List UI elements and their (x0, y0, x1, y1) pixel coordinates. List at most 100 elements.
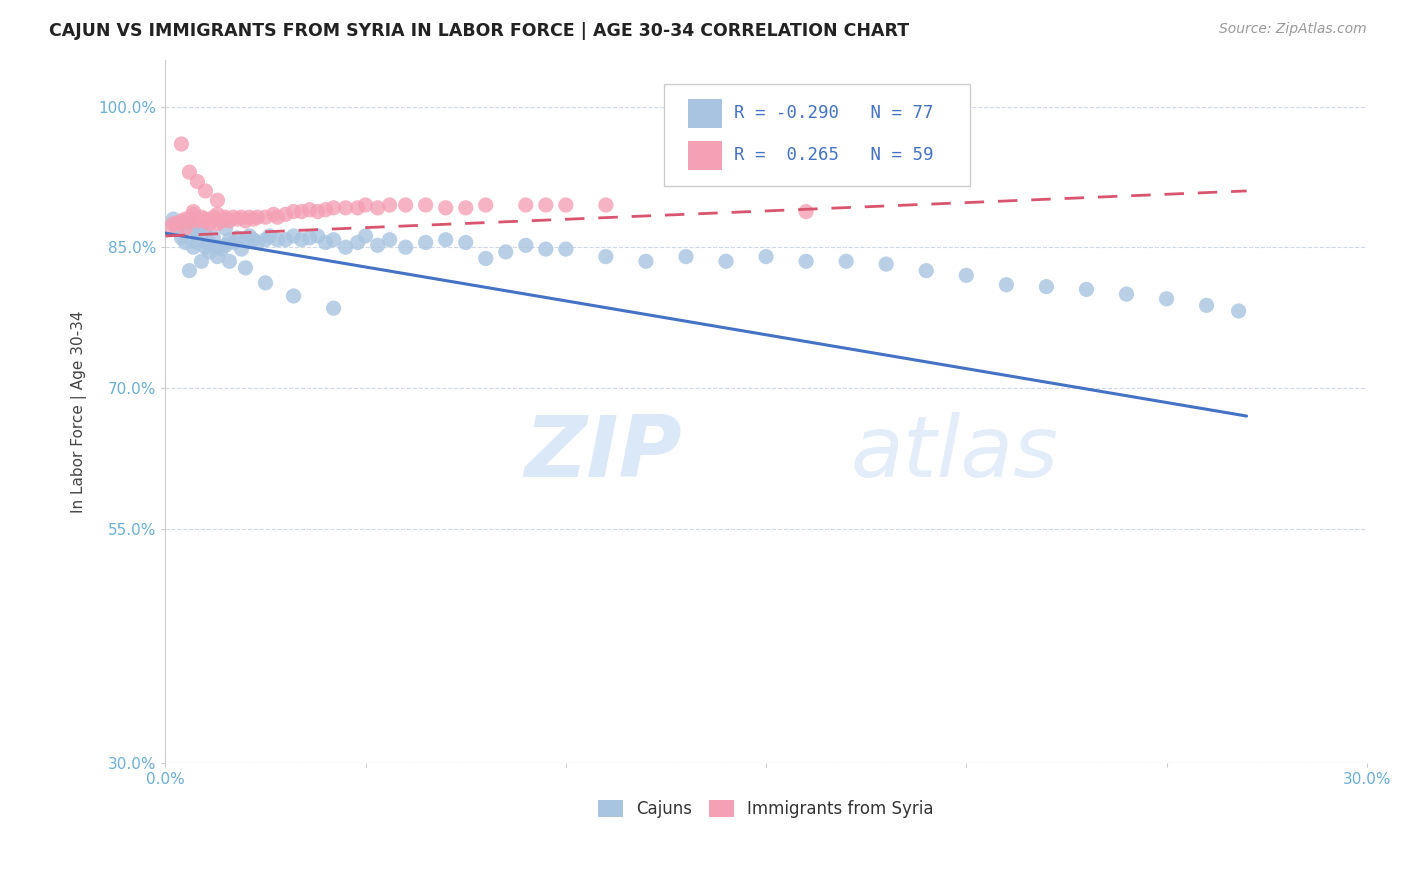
Point (235, 233, 257, 247)
Point (238, 210, 260, 224)
Text: ZIP: ZIP (524, 412, 682, 495)
Point (174, 217, 197, 231)
Legend: Cajuns, Immigrants from Syria: Cajuns, Immigrants from Syria (592, 794, 941, 825)
Point (454, 201, 477, 215)
Point (367, 201, 389, 215)
Point (298, 231, 321, 245)
Point (554, 198, 576, 212)
Point (1115, 287, 1137, 301)
Point (186, 235, 208, 250)
Point (170, 214, 193, 228)
Point (474, 198, 496, 212)
Point (207, 207, 229, 221)
Point (242, 212, 264, 227)
Point (378, 198, 401, 212)
Point (186, 212, 208, 227)
Point (186, 214, 208, 228)
Point (454, 235, 477, 250)
Point (190, 210, 212, 224)
Point (1035, 279, 1057, 293)
Point (794, 254, 817, 268)
Point (307, 204, 329, 219)
Point (183, 207, 205, 221)
Point (322, 233, 344, 247)
Point (254, 276, 277, 290)
Point (274, 233, 297, 247)
Point (515, 198, 537, 212)
Point (714, 254, 737, 268)
Point (346, 235, 368, 250)
Point (755, 250, 778, 264)
Point (226, 212, 249, 227)
Point (214, 221, 236, 235)
Point (298, 202, 321, 217)
Point (335, 201, 357, 215)
Point (1195, 298, 1218, 312)
Bar (688, 141, 721, 170)
Point (346, 201, 368, 215)
Point (202, 210, 225, 224)
Point (202, 231, 225, 245)
Point (875, 257, 897, 271)
Point (995, 277, 1018, 292)
Point (207, 217, 229, 231)
Point (186, 226, 208, 240)
Point (235, 260, 257, 275)
Point (290, 233, 312, 247)
Point (218, 233, 240, 247)
FancyBboxPatch shape (664, 84, 970, 186)
Point (162, 212, 184, 227)
Point (235, 214, 257, 228)
Point (170, 136, 193, 151)
Point (209, 214, 232, 228)
Point (534, 242, 557, 256)
Point (222, 210, 245, 224)
Point (190, 254, 212, 268)
Point (395, 198, 418, 212)
Point (194, 212, 217, 227)
Point (415, 198, 437, 212)
Point (246, 235, 269, 250)
Point (194, 240, 217, 254)
Point (198, 217, 221, 231)
Point (1156, 292, 1178, 306)
Point (274, 207, 297, 221)
Point (1076, 282, 1098, 296)
Point (218, 254, 240, 268)
Point (835, 254, 858, 268)
Point (174, 212, 197, 227)
Point (434, 201, 457, 215)
Point (214, 212, 236, 227)
Point (157, 221, 180, 235)
Point (166, 217, 188, 231)
Point (190, 221, 212, 235)
Point (534, 198, 557, 212)
Point (634, 254, 657, 268)
Point (218, 214, 240, 228)
Point (283, 229, 305, 244)
Point (207, 194, 229, 208)
Point (259, 229, 281, 244)
Point (174, 221, 197, 235)
Point (194, 226, 217, 240)
Point (198, 244, 221, 259)
Point (209, 242, 232, 256)
Point (231, 210, 253, 224)
Text: R =  0.265   N = 59: R = 0.265 N = 59 (734, 145, 934, 164)
Bar (688, 99, 721, 128)
Point (179, 263, 201, 277)
Point (246, 210, 269, 224)
Point (1227, 304, 1250, 318)
Point (335, 240, 357, 254)
Point (254, 210, 277, 224)
Point (794, 204, 817, 219)
Point (474, 252, 496, 266)
Point (214, 210, 236, 224)
Point (162, 217, 184, 231)
Point (266, 210, 288, 224)
Point (266, 233, 288, 247)
Point (170, 231, 193, 245)
Point (415, 235, 437, 250)
Point (595, 250, 617, 264)
Point (307, 229, 329, 244)
